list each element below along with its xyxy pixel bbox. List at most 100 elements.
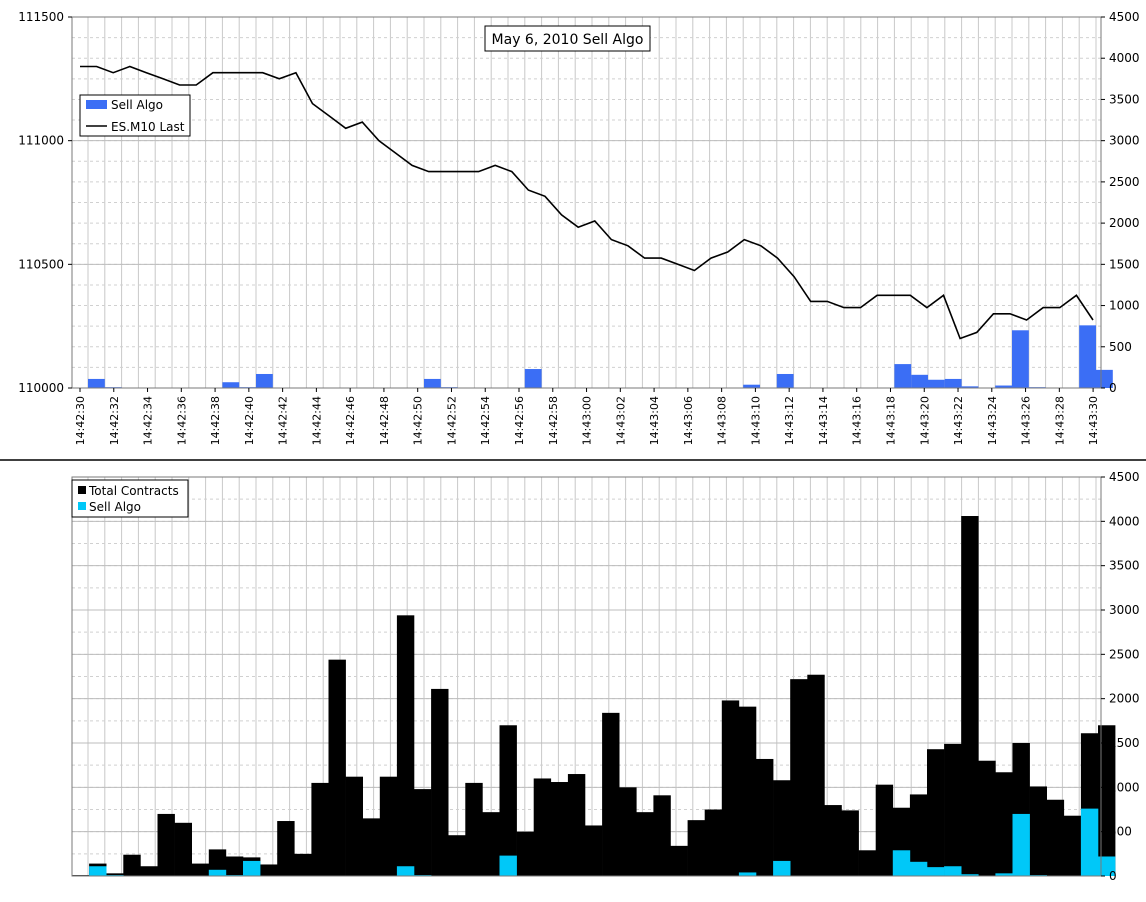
x-tick-label: 14:43:00 [581,396,594,445]
total-contracts-bar [738,706,757,876]
x-tick-label: 14:43:30 [1087,396,1100,445]
total-contracts-bar [328,659,346,876]
sell-algo-bar [776,373,794,388]
total-contracts-bar [995,772,1013,876]
legend-label-es-m10: ES.M10 Last [111,120,185,134]
right-tick-label: 2500 [1109,647,1140,661]
right-tick-label: 2000 [1109,216,1140,230]
sell-algo-bar [961,386,979,388]
sell-algo-bar [1080,808,1099,876]
x-tick-label: 14:42:32 [108,396,121,445]
sell-algo-bar [1012,813,1030,876]
x-tick-label: 14:42:40 [243,396,256,445]
sell-algo-bar [995,385,1012,388]
right-tick-label: 1000 [1109,299,1140,313]
total-contracts-bar [123,854,141,876]
x-tick-label: 14:43:12 [783,396,796,445]
total-contracts-bar [944,743,962,876]
sell-algo-bar [909,861,928,876]
right-tick-label: 1500 [1109,257,1140,271]
total-contracts-bar [157,813,175,876]
total-contracts-bar [824,805,842,876]
total-contracts-bar [174,822,192,876]
total-contracts-bar [773,780,791,876]
sell-algo-bar [743,384,760,388]
x-tick-label: 14:42:38 [209,396,222,445]
total-contracts-bar [533,778,552,876]
right-tick-label: 0 [1109,381,1117,395]
x-tick-label: 14:43:18 [884,396,897,445]
bottom-chart: 0 500 1000 1500 2000 2500 3000 3500 4000 4500 Tota… [71,470,1140,883]
left-tick-label: 111000 [18,134,64,148]
sell-algo-bar [1098,856,1116,876]
x-tick-label: 14:43:08 [716,396,729,445]
sell-algo-bar [892,850,911,876]
total-contracts-bar [585,825,603,876]
chart-title-box [484,25,651,52]
total-contracts-bar [106,873,124,876]
total-contracts-bar [653,795,671,876]
right-tick-label: 3000 [1109,134,1140,148]
right-tick-label: 1500 [1109,736,1140,750]
sell-algo-bar [927,867,945,876]
legend-swatch-total-contracts [78,486,86,494]
total-contracts-bar [1098,725,1116,876]
total-contracts-bar [909,794,928,876]
x-tick-label: 14:42:46 [344,396,357,445]
total-contracts-bar [807,674,825,876]
x-tick-label: 14:42:58 [547,396,560,445]
sell-algo-bar [499,855,517,876]
total-contracts-bar [345,776,363,876]
sell-algo-bar [961,874,979,876]
x-tick-label: 14:42:54 [479,396,492,445]
total-contracts-bar [277,821,295,876]
right-tick-label: 4500 [1109,10,1140,24]
legend-swatch-sell-algo [86,100,107,109]
total-contracts-bar [550,782,569,876]
x-tick-label: 14:43:06 [682,396,695,445]
legend-label-sell-algo: Sell Algo [89,500,141,514]
total-contracts-bar [414,789,432,876]
es-m10-last-line [80,65,1094,340]
total-contracts-bar [140,866,158,876]
total-contracts-bar [927,749,945,876]
x-tick-label: 14:42:44 [310,396,323,445]
total-contracts-bar [379,776,398,876]
legend-swatch-sell-algo [78,502,86,510]
sell-algo-bar [524,369,542,388]
right-tick-label: 500 [1109,340,1132,354]
right-tick-label: 500 [1109,825,1132,839]
sell-algo-bar [738,872,757,876]
x-tick-label: 14:42:34 [142,396,155,445]
x-tick-label: 14:43:02 [614,396,627,445]
x-tick-label: 14:43:10 [749,396,762,445]
total-contracts-bar [875,784,894,876]
x-tick-label: 14:43:16 [851,396,864,445]
legend-label-sell-algo: Sell Algo [111,98,163,112]
total-contracts-bar [978,760,996,876]
left-tick-label: 111500 [18,10,64,24]
total-contracts-bar [841,810,859,876]
sell-algo-bar [89,866,107,876]
left-tick-label: 110500 [18,257,64,271]
right-tick-label: 3500 [1109,559,1140,573]
total-contracts-bar [670,845,688,876]
x-tick-label: 14:42:30 [74,396,87,445]
total-contracts-bar [516,831,534,876]
total-contracts-bar [790,679,808,876]
total-contracts-bar [1063,815,1082,876]
right-tick-label: 3500 [1109,92,1140,106]
right-tick-label: 4000 [1109,51,1140,65]
sell-algo-bar [424,378,441,388]
right-tick-label: 4500 [1109,470,1140,484]
top-plot-area [72,17,1101,388]
left-tick-label: 110000 [18,381,64,395]
total-contracts-bar [1046,799,1065,876]
sell-algo-bar [243,860,261,876]
sell-algo-bar [1096,369,1113,388]
total-contracts-bar [311,782,329,876]
sell-algo-bar [256,373,273,388]
total-contracts-bar [961,516,979,876]
top-chart: 110000 110500 111000 111500 0 500 1000 1500 2000… [18,10,1139,445]
